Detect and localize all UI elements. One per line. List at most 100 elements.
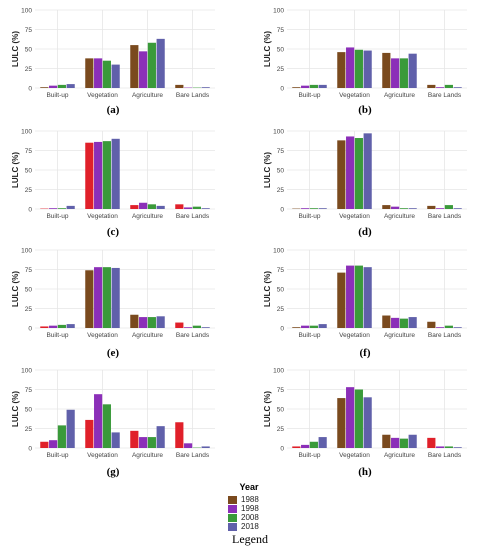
legend-caption: Legend [232,532,268,546]
legend-item-1998: 1998 [228,504,284,513]
x-tick-label: Built-up [46,213,68,220]
y-tick-label: 0 [28,207,32,214]
y-axis-label: LULC (%) [11,391,20,427]
legend-item-2008: 2008 [228,513,284,522]
y-tick-label: 100 [21,129,32,136]
bar-vegetation-2018 [363,133,372,209]
legend-label-1998: 1998 [241,504,259,513]
bar-bare-lands-2008 [444,325,453,328]
bar-vegetation-1998 [94,267,103,328]
bar-agriculture-2008 [147,42,156,88]
y-tick-label: 75 [25,27,33,34]
y-tick-label: 75 [25,387,33,394]
x-tick-label: Bare Lands [428,332,462,339]
bar-built-up-2018 [66,324,75,328]
bar-bare-lands-1998 [184,207,193,209]
bar-bare-lands-1998 [184,443,193,448]
bar-vegetation-1988 [85,419,94,448]
y-tick-label: 0 [28,446,32,453]
bar-vegetation-2018 [111,138,120,209]
bar-vegetation-2008 [102,141,111,209]
y-tick-label: 25 [277,66,285,73]
y-axis-label: LULC (%) [263,152,272,188]
x-tick-label: Built-up [298,92,320,99]
chart-panel-1: 0 25 50 75 100 LULC (%) Built-up Vegetation Agri… [11,8,215,99]
legend-item-1988: 1988 [228,495,284,504]
bar-agriculture-1998 [139,437,148,448]
bar-agriculture-1988 [130,314,139,328]
bar-bare-lands-2008 [192,325,201,328]
bar-built-up-1988 [40,441,49,448]
legend-swatch-2018 [228,522,237,531]
chart-panel-6: 0 25 50 75 100 LULC (%) Built-up Vegetation Agri… [263,248,467,339]
bar-built-up-2008 [57,84,66,88]
x-tick-label: Vegetation [339,332,370,339]
bar-built-up-2008 [57,425,66,448]
bar-vegetation-2018 [111,432,120,448]
x-tick-label: Bare Lands [176,452,210,459]
bar-vegetation-2008 [102,404,111,448]
bar-vegetation-1998 [346,265,355,328]
y-axis-label: LULC (%) [11,31,20,67]
bar-vegetation-2008 [354,265,363,328]
y-tick-label: 75 [277,267,285,274]
x-tick-label: Bare Lands [428,92,462,99]
bar-vegetation-1988 [337,140,346,209]
bar-bare-lands-2018 [453,447,462,448]
bar-bare-lands-2008 [444,205,453,209]
bar-built-up-1998 [301,325,310,328]
y-tick-label: 0 [280,446,284,453]
y-tick-label: 0 [280,207,284,214]
bar-vegetation-1988 [85,142,94,209]
bar-agriculture-2008 [147,204,156,209]
y-tick-label: 50 [25,407,33,414]
bar-agriculture-1988 [382,434,391,448]
bar-built-up-1998 [49,325,58,328]
legend-title: Year [239,482,259,492]
y-tick-label: 100 [21,8,32,15]
bar-built-up-1998 [49,85,58,88]
legend-label-2018: 2018 [241,522,259,531]
bar-built-up-1998 [301,208,310,209]
y-tick-label: 0 [28,86,32,93]
bar-vegetation-2018 [111,64,120,88]
bar-built-up-1998 [49,440,58,448]
bar-vegetation-1988 [337,398,346,448]
x-tick-label: Built-up [46,92,68,99]
bar-agriculture-2018 [408,434,417,448]
panel-label: (f) [359,347,371,359]
y-tick-label: 0 [280,326,284,333]
y-tick-label: 50 [25,168,33,175]
legend-label-1988: 1988 [241,495,259,504]
panel-label: (d) [358,226,372,238]
y-tick-label: 25 [25,426,33,433]
bar-vegetation-1988 [337,52,346,88]
bar-bare-lands-2018 [453,208,462,209]
x-tick-label: Vegetation [339,213,370,220]
bar-agriculture-2018 [408,53,417,88]
x-tick-label: Vegetation [87,332,118,339]
bar-built-up-2018 [318,208,327,209]
bar-agriculture-2008 [399,58,408,88]
x-tick-label: Agriculture [384,213,415,220]
bar-vegetation-2008 [354,138,363,209]
bar-agriculture-2008 [399,438,408,448]
bar-built-up-1998 [301,444,310,448]
x-tick-label: Bare Lands [176,92,210,99]
bar-built-up-2008 [57,324,66,328]
bar-built-up-1988 [292,327,301,328]
bar-built-up-2008 [57,208,66,209]
bar-bare-lands-2008 [444,84,453,88]
y-tick-label: 50 [25,47,33,54]
x-tick-label: Vegetation [87,452,118,459]
x-tick-label: Built-up [46,452,68,459]
y-tick-label: 0 [28,326,32,333]
legend-item-2018: 2018 [228,522,284,531]
bar-built-up-1998 [301,85,310,88]
bar-vegetation-1998 [346,387,355,448]
bar-bare-lands-2008 [444,446,453,448]
bar-bare-lands-1988 [427,437,436,448]
bar-bare-lands-1998 [436,87,445,88]
bar-built-up-2008 [309,208,318,209]
bar-bare-lands-2018 [453,327,462,328]
